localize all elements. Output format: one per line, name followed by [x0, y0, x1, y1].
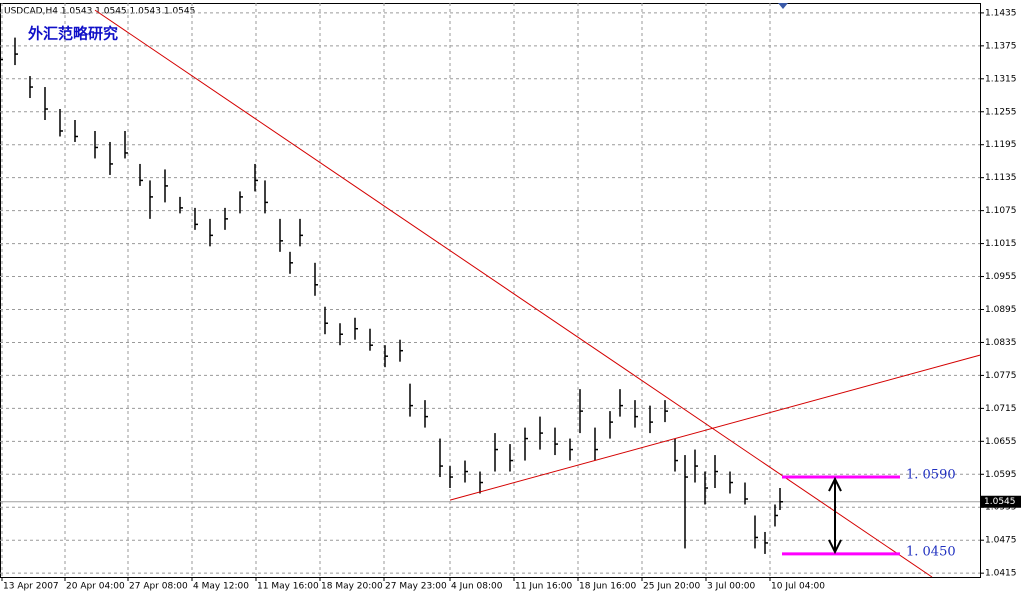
y-tick-label: 1.1315 — [985, 74, 1017, 84]
y-tick-label: 1.1075 — [985, 206, 1017, 216]
x-tick-label: 10 Jul 04:00 — [771, 582, 825, 592]
y-tick-label: 1.0655 — [985, 437, 1017, 447]
y-tick-label: 1.0775 — [985, 371, 1017, 381]
plot-frame — [0, 3, 981, 578]
watermark: 外汇范略研究 — [27, 25, 118, 43]
y-tick-label: 1.1015 — [985, 239, 1017, 249]
y-tick-label: 1.0415 — [985, 569, 1017, 579]
x-tick-label: 4 Jun 08:00 — [451, 582, 503, 592]
arrow-head — [828, 539, 842, 555]
current-price-label: 1.0545 — [984, 497, 1016, 507]
trend-line — [94, 9, 933, 578]
x-tick-label: 11 May 16:00 — [257, 582, 319, 592]
x-tick-label: 20 Apr 04:00 — [66, 582, 125, 592]
y-tick-label: 1.1375 — [985, 41, 1017, 51]
y-tick-label: 1.0835 — [985, 338, 1017, 348]
y-tick-label: 1.0715 — [985, 404, 1017, 414]
y-tick-label: 1.0475 — [985, 536, 1017, 546]
chart-title: USDCAD,H4 1.0543 1.0545 1.0543 1.0545 — [4, 7, 195, 17]
x-tick-label: 25 Jun 20:00 — [643, 582, 700, 592]
y-tick-label: 1.1135 — [985, 173, 1017, 183]
x-tick-label: 27 May 23:00 — [385, 582, 447, 592]
y-tick-label: 1.1435 — [985, 8, 1017, 18]
y-tick-label: 1.0895 — [985, 305, 1017, 315]
y-tick-label: 1.1195 — [985, 140, 1017, 150]
level-label: 1. 0590 — [906, 468, 956, 483]
x-tick-label: 13 Apr 2007 — [3, 582, 59, 592]
shift-marker — [778, 3, 788, 9]
x-tick-label: 18 May 20:00 — [321, 582, 383, 592]
y-tick-label: 1.0955 — [985, 272, 1017, 282]
x-tick-label: 3 Jul 00:00 — [707, 582, 756, 592]
arrow-head — [828, 476, 842, 492]
x-tick-label: 27 Apr 08:00 — [129, 582, 188, 592]
x-tick-label: 4 May 12:00 — [193, 582, 249, 592]
y-tick-label: 1.1255 — [985, 107, 1017, 117]
x-tick-label: 11 Jun 16:00 — [515, 582, 572, 592]
x-tick-label: 18 Jun 16:00 — [579, 582, 636, 592]
current-price-box — [981, 495, 1021, 508]
level-label: 1. 0450 — [906, 544, 956, 559]
trend-line — [449, 354, 981, 501]
y-tick-label: 1.0595 — [985, 470, 1017, 480]
